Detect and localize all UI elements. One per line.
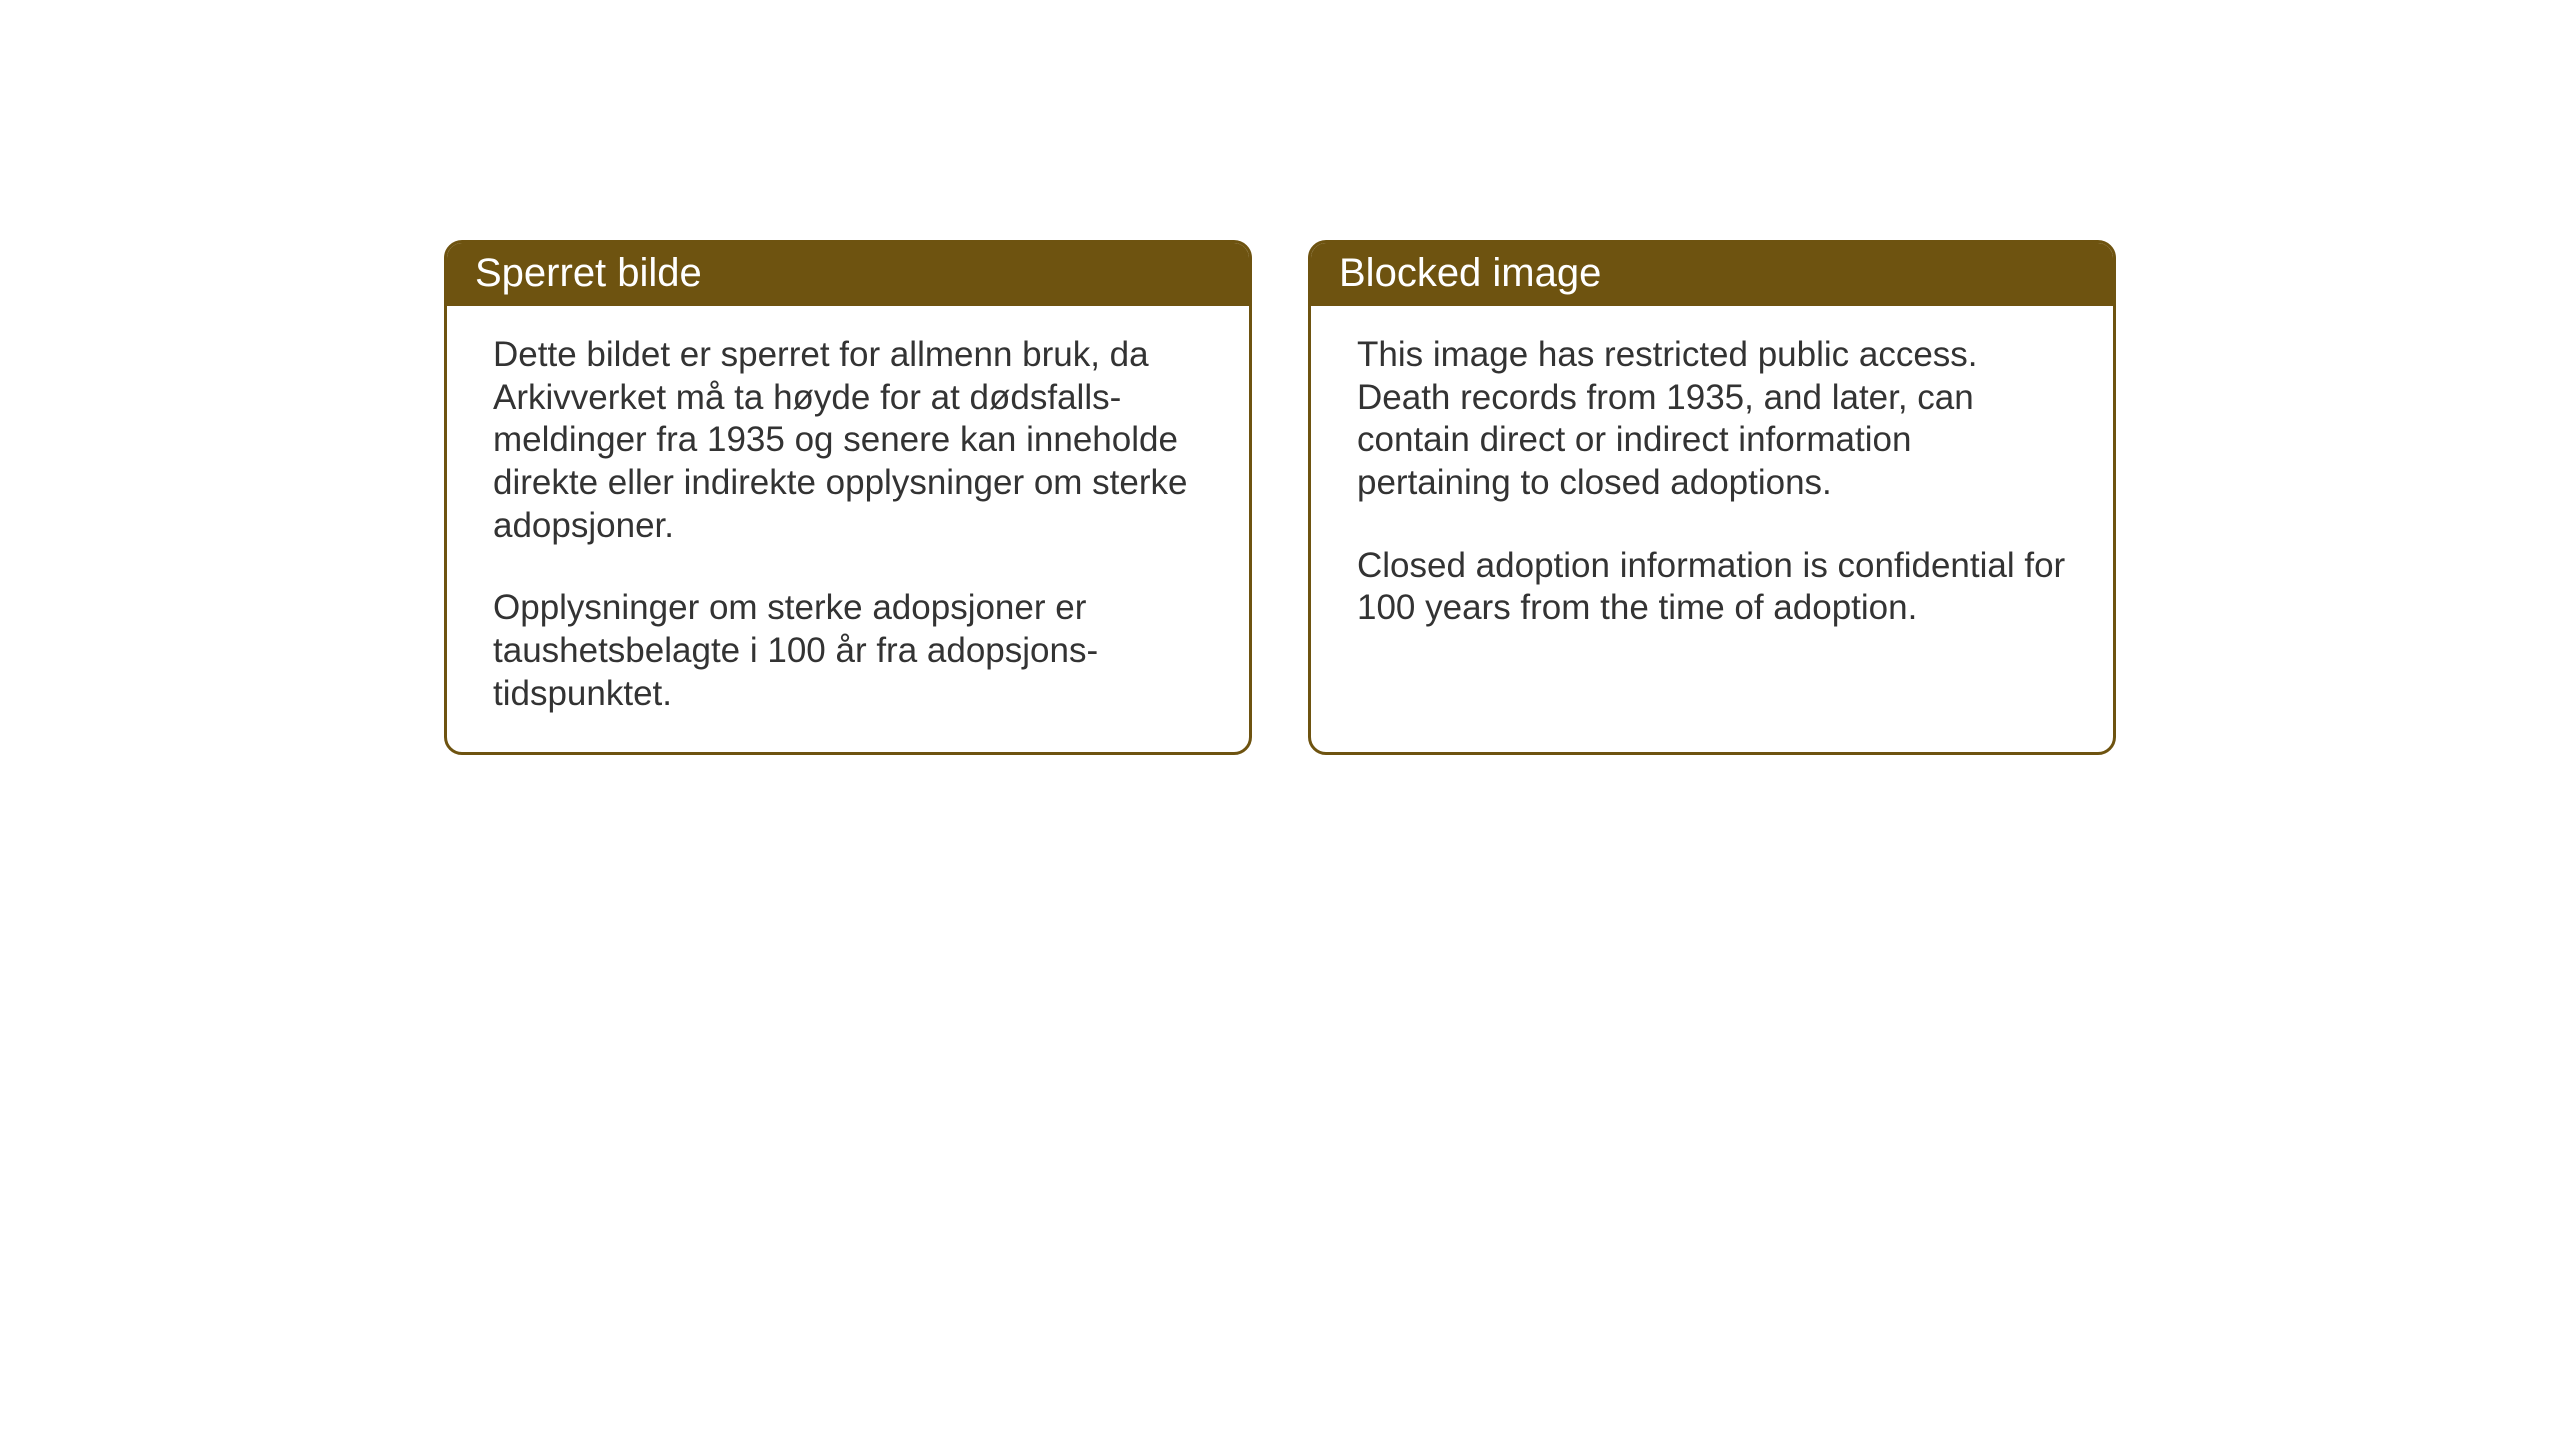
paragraph-2-norwegian: Opplysninger om sterke adopsjoner er tau… <box>493 587 1203 715</box>
card-body-norwegian: Dette bildet er sperret for allmenn bruk… <box>447 306 1249 752</box>
paragraph-1-english: This image has restricted public access.… <box>1357 334 2067 505</box>
card-header-norwegian: Sperret bilde <box>447 243 1249 306</box>
notice-container: Sperret bilde Dette bildet er sperret fo… <box>444 240 2116 755</box>
paragraph-2-english: Closed adoption information is confident… <box>1357 545 2067 630</box>
card-body-english: This image has restricted public access.… <box>1311 306 2113 666</box>
notice-card-english: Blocked image This image has restricted … <box>1308 240 2116 755</box>
paragraph-1-norwegian: Dette bildet er sperret for allmenn bruk… <box>493 334 1203 547</box>
card-title-english: Blocked image <box>1339 251 1601 295</box>
card-title-norwegian: Sperret bilde <box>475 251 702 295</box>
notice-card-norwegian: Sperret bilde Dette bildet er sperret fo… <box>444 240 1252 755</box>
card-header-english: Blocked image <box>1311 243 2113 306</box>
